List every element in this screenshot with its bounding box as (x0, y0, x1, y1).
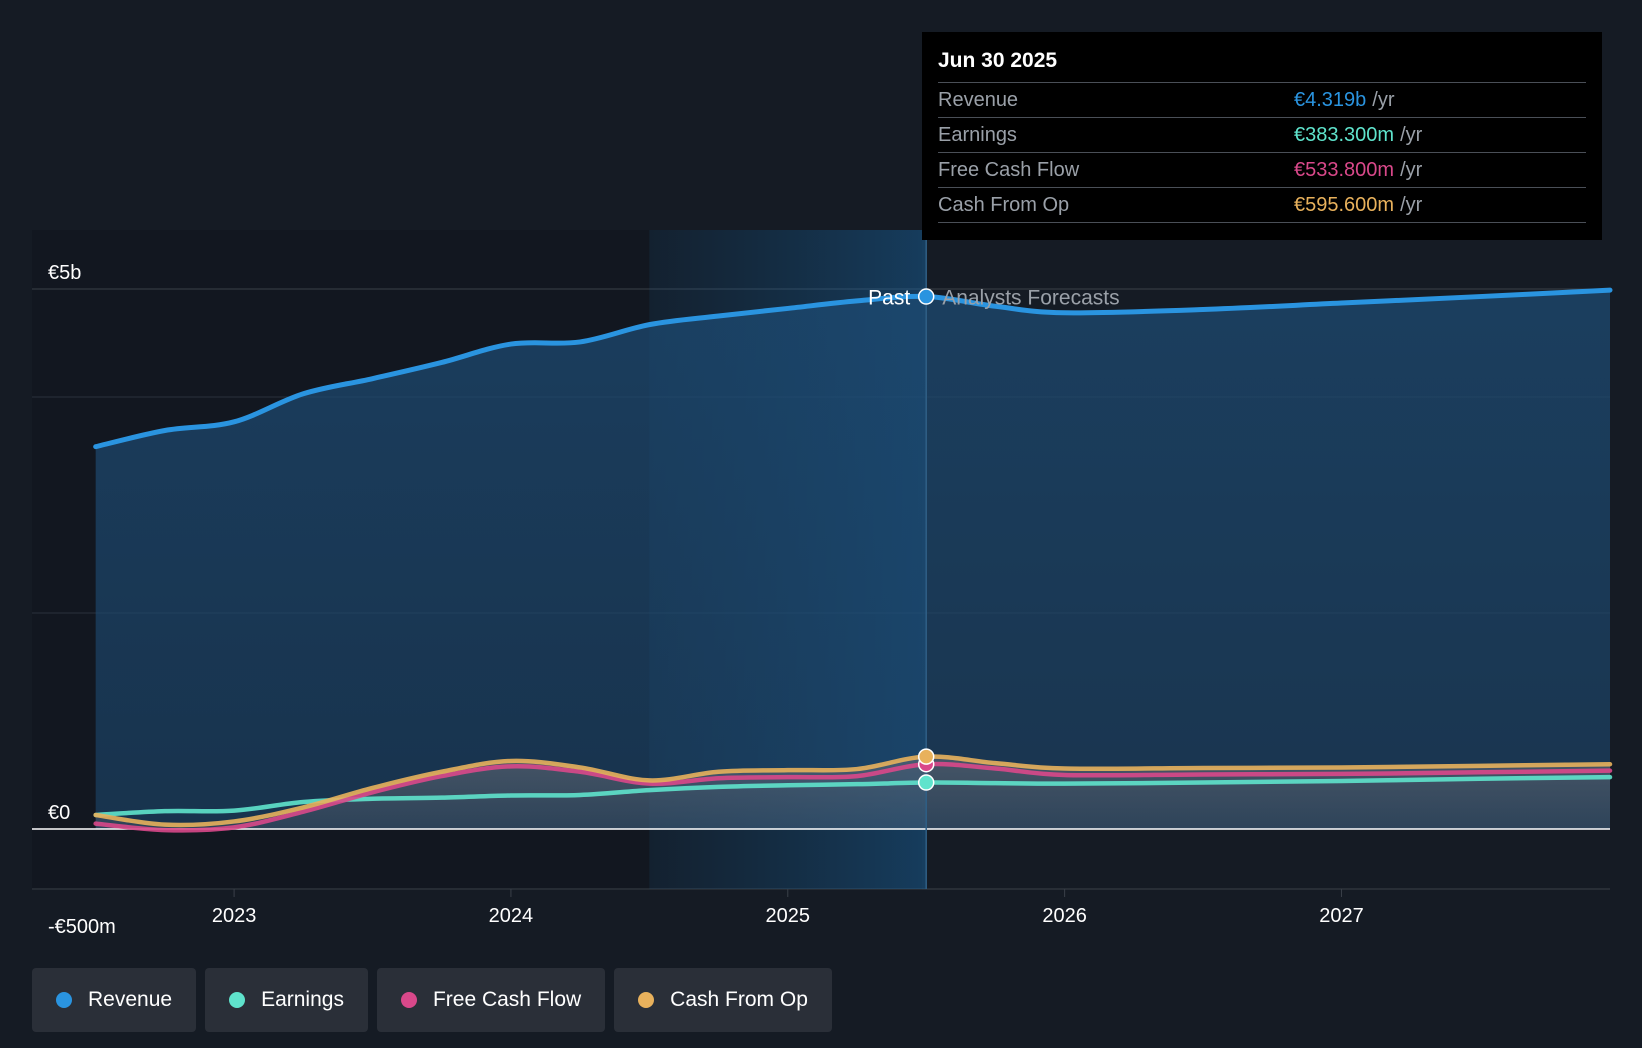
legend-item-free-cash-flow[interactable]: Free Cash Flow (376, 968, 606, 1032)
x-tick-label: 2025 (766, 905, 811, 927)
tooltip-row-earnings: Earnings €383.300m/yr (938, 117, 1586, 152)
legend-dot-icon (56, 992, 72, 1008)
tooltip-label: Free Cash Flow (938, 158, 1080, 181)
tooltip-row-cash-from-op: Cash From Op €595.600m/yr (938, 187, 1586, 223)
x-tick-label: 2026 (1042, 905, 1087, 927)
legend-item-cash-from-op[interactable]: Cash From Op (614, 968, 832, 1032)
legend-label: Revenue (88, 988, 173, 1011)
y-tick-label: -€500m (48, 916, 116, 938)
legend-dot-icon (400, 992, 417, 1008)
tooltip-unit: /yr (1400, 123, 1423, 146)
legend-item-earnings[interactable]: Earnings (205, 968, 368, 1032)
earnings-line (93, 774, 1613, 818)
revenue-line (93, 287, 1613, 450)
forecast-label: Analysts Forecasts (942, 287, 1119, 310)
legend: Revenue Earnings Free Cash Flow Cash From O… (32, 968, 832, 1032)
earnings-marker (917, 774, 935, 791)
tooltip-unit: /yr (1372, 88, 1395, 111)
legend-label: Free Cash Flow (432, 988, 582, 1011)
y-tick-label: €0 (48, 802, 70, 824)
tooltip-row-free-cash-flow: Free Cash Flow €533.800m/yr (938, 152, 1586, 187)
legend-item-revenue[interactable]: Revenue (32, 968, 197, 1032)
revenue-area (95, 290, 1610, 830)
past-label: Past (868, 287, 910, 310)
x-tick-label: 2023 (212, 905, 257, 927)
legend-dot-icon (638, 992, 655, 1008)
tooltip-value: €383.300m (1294, 123, 1395, 146)
free-cash-flow-line (93, 761, 1613, 833)
tooltip-unit: /yr (1400, 158, 1423, 181)
legend-dot-icon (229, 992, 246, 1008)
tooltip: Jun 30 2025 Revenue €4.319b/yr Earnings €38… (922, 32, 1602, 240)
legend-label: Cash From Op (670, 988, 808, 1011)
tooltip-value: €595.600m (1294, 193, 1395, 216)
tooltip-label: Revenue (938, 88, 1019, 111)
tooltip-date: Jun 30 2025 (938, 49, 1058, 72)
x-tick-label: 2027 (1319, 905, 1364, 927)
cash-from-op-marker (917, 748, 935, 765)
tooltip-label: Earnings (938, 123, 1017, 146)
tooltip-row-revenue: Revenue €4.319b/yr (938, 82, 1586, 117)
tooltip-unit: /yr (1400, 193, 1423, 216)
revenue-marker (917, 288, 935, 305)
legend-label: Earnings (261, 988, 344, 1011)
tooltip-value: €533.800m (1294, 158, 1395, 181)
cash-from-op-line (93, 754, 1613, 828)
x-tick-label: 2024 (489, 905, 534, 927)
y-tick-label: €5b (48, 262, 81, 284)
tooltip-label: Cash From Op (938, 193, 1070, 216)
tooltip-value: €4.319b (1294, 88, 1367, 111)
